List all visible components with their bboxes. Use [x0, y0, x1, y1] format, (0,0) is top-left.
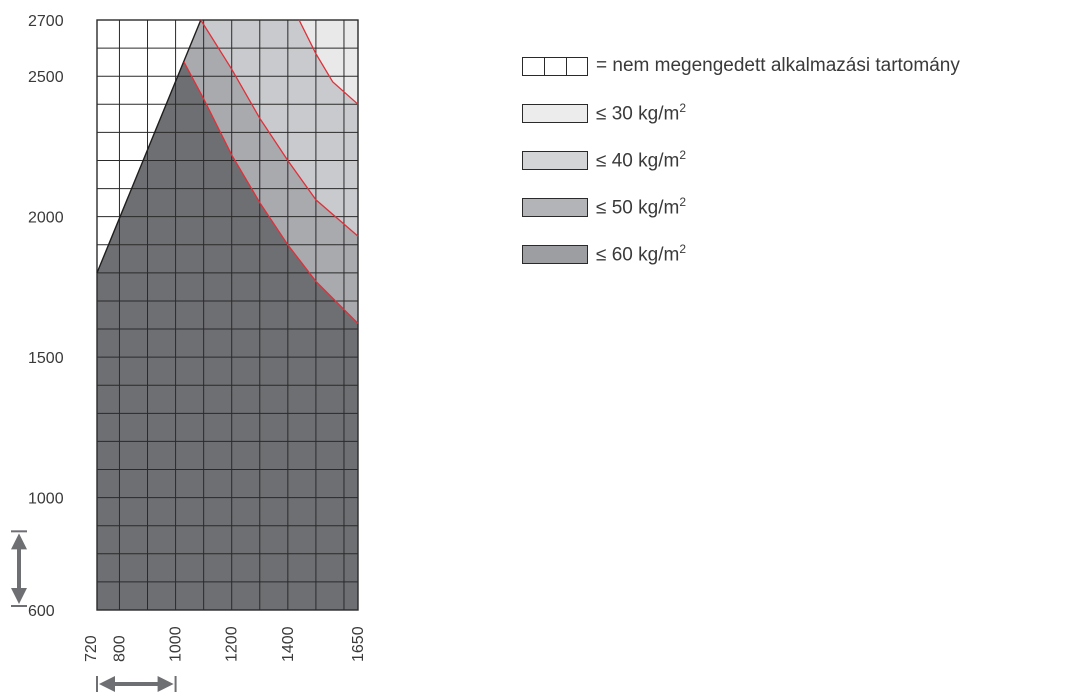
- x-tick-label: 1650: [350, 626, 367, 662]
- series-curve-402: [298, 19, 359, 105]
- range-marker-vertical-arrowhead: [11, 533, 27, 550]
- legend-text: 50 kg/m: [611, 197, 680, 219]
- legend-item-30: ≤ 30 kg/m2: [522, 101, 960, 125]
- legend-item-60: ≤ 60 kg/m2: [522, 242, 960, 266]
- y-tick-label: 2700: [28, 13, 64, 30]
- range-marker-vertical-arrowhead: [11, 588, 27, 604]
- legend-text: 40 kg/m: [611, 150, 680, 172]
- series-curve-502: [200, 19, 359, 237]
- boundary-line: [96, 19, 202, 274]
- region-60: [97, 62, 358, 610]
- legend-item-40: ≤ 40 kg/m2: [522, 148, 960, 172]
- legend-swatch-60: [522, 244, 588, 264]
- plot-frame: [96, 19, 359, 611]
- legend-sup: 2: [679, 194, 686, 209]
- range-marker-horizontal-arrowhead: [157, 676, 174, 692]
- legend-sup: 2: [679, 147, 686, 162]
- legend-swatch-40: [522, 150, 588, 170]
- legend-item-forbidden: = nem megengedett alkalmazási tartomány: [522, 54, 960, 78]
- legend-text: 30 kg/m: [611, 103, 680, 125]
- legend-item-50: ≤ 50 kg/m2: [522, 195, 960, 219]
- legend-prefix: =: [596, 55, 613, 76]
- x-tick-label: 800: [111, 635, 128, 662]
- legend-sup: 2: [679, 241, 686, 256]
- y-tick-label: 600: [28, 603, 55, 620]
- legend-text: 60 kg/m: [611, 244, 680, 266]
- legend-swatch-forbidden: [522, 56, 588, 76]
- range-marker-horizontal-arrowhead: [99, 676, 115, 692]
- region-30: [299, 20, 358, 105]
- x-tick-label: 1400: [280, 626, 297, 662]
- y-tick-label: 1000: [28, 491, 64, 508]
- y-tick-label: 1500: [28, 350, 64, 367]
- legend-text: nem megengedett alkalmazási tartomány: [612, 55, 960, 76]
- y-tick-label: 2500: [28, 69, 64, 86]
- region-40: [200, 20, 358, 237]
- legend-sup: 2: [679, 100, 686, 115]
- x-tick-label: 1200: [224, 626, 241, 662]
- legend-prefix: ≤: [596, 150, 612, 172]
- legend-prefix: ≤: [596, 244, 612, 266]
- x-tick-label: 720: [83, 635, 100, 662]
- legend-prefix: ≤: [596, 197, 612, 219]
- x-tick-label: 1000: [168, 626, 185, 662]
- legend-prefix: ≤: [596, 103, 612, 125]
- y-tick-label: 2000: [28, 210, 64, 227]
- legend-swatch-50: [522, 197, 588, 217]
- series-curve-602: [183, 61, 359, 324]
- region-50: [184, 20, 358, 324]
- legend-swatch-30: [522, 103, 588, 123]
- legend: = nem megengedett alkalmazási tartomány …: [522, 54, 960, 289]
